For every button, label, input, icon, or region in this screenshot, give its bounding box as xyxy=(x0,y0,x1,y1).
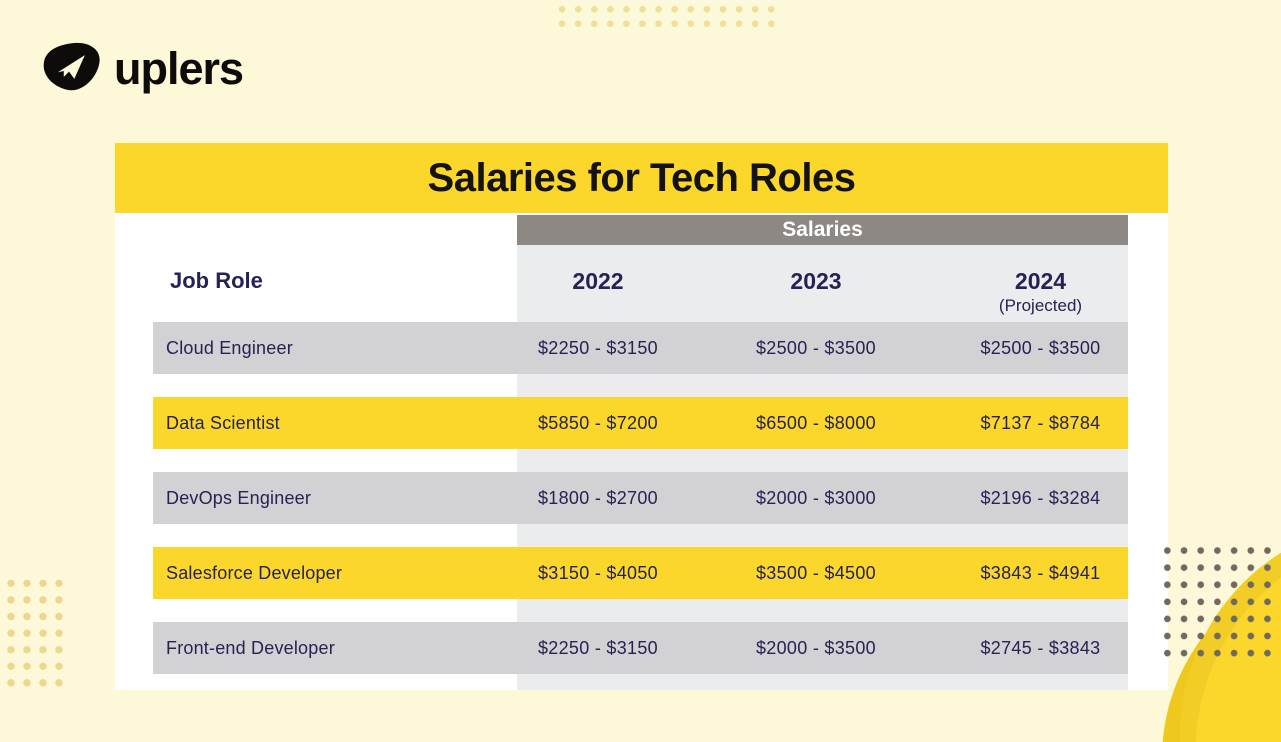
table-row: DevOps Engineer $1800 - $2700 $2000 - $3… xyxy=(153,472,1128,524)
column-header-2024-year: 2024 xyxy=(1014,268,1067,294)
column-header-projected-note: (Projected) xyxy=(998,296,1083,315)
salary-2022-cell: $1800 - $2700 xyxy=(537,487,658,508)
salary-2024-cell: $7137 - $8784 xyxy=(980,412,1101,433)
salary-2024-cell: $3843 - $4941 xyxy=(980,562,1101,583)
column-header-job-role: Job Role xyxy=(170,268,263,293)
column-header-2023: 2023 xyxy=(790,268,842,294)
uplers-logo: uplers xyxy=(40,42,244,96)
salary-2024-cell: $2500 - $3500 xyxy=(980,337,1101,358)
table-row: Data Scientist $5850 - $7200 $6500 - $80… xyxy=(153,397,1128,449)
table-rows: Cloud Engineer $2250 - $3150 $2500 - $35… xyxy=(153,322,1128,697)
salary-2023-cell: $2000 - $3500 xyxy=(755,637,876,658)
salary-columns-background xyxy=(517,245,1128,690)
job-role-cell: Data Scientist xyxy=(166,412,280,433)
job-role-cell: Cloud Engineer xyxy=(166,337,293,358)
dots-pattern-top xyxy=(554,2,780,32)
salary-2023-cell: $6500 - $8000 xyxy=(755,412,876,433)
job-role-cell: Salesforce Developer xyxy=(166,562,343,583)
salary-2024-cell: $2196 - $3284 xyxy=(980,487,1101,508)
salaries-group-header: Salaries xyxy=(517,215,1128,245)
salary-2023-cell: $2500 - $3500 xyxy=(755,337,876,358)
table-row: Front-end Developer $2250 - $3150 $2000 … xyxy=(153,622,1128,674)
salary-2022-cell: $5850 - $7200 xyxy=(537,412,658,433)
title-banner: Salaries for Tech Roles xyxy=(115,143,1168,213)
column-header-2022: 2022 xyxy=(572,268,624,294)
table-row: Cloud Engineer $2250 - $3150 $2500 - $35… xyxy=(153,322,1128,374)
page-title: Salaries for Tech Roles xyxy=(427,155,856,200)
salary-2023-cell: $3500 - $4500 xyxy=(755,562,876,583)
table-row: Salesforce Developer $3150 - $4050 $3500… xyxy=(153,547,1128,599)
salary-2022-cell: $2250 - $3150 xyxy=(537,337,658,358)
uplers-plane-icon xyxy=(43,42,100,91)
salary-table-card: Salaries Job Role 2022 2023 2024 (Projec… xyxy=(115,213,1168,690)
salary-2022-cell: $2250 - $3150 xyxy=(537,637,658,658)
job-role-cell: DevOps Engineer xyxy=(166,487,312,508)
column-header-2024: 2024 (Projected) xyxy=(953,245,1128,322)
corner-circle-front xyxy=(1180,520,1281,742)
salary-2022-cell: $3150 - $4050 xyxy=(537,562,658,583)
dots-pattern-bottom-left xyxy=(3,575,68,692)
table-header-row: Job Role 2022 2023 2024 (Projected) xyxy=(153,245,1128,322)
job-role-cell: Front-end Developer xyxy=(166,637,335,658)
salary-2023-cell: $2000 - $3000 xyxy=(755,487,876,508)
salary-2024-cell: $2745 - $3843 xyxy=(980,637,1101,658)
uplers-logo-text: uplers xyxy=(114,43,244,94)
